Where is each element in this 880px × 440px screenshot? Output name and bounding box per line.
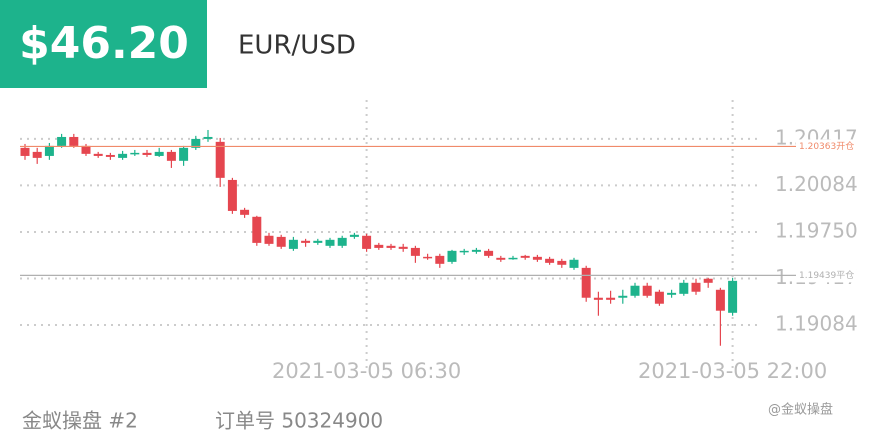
candle-body	[252, 216, 262, 243]
candle-body	[520, 255, 530, 258]
price-box	[0, 0, 207, 88]
candle-body	[410, 247, 420, 256]
order-number: 订单号 50324900	[215, 409, 383, 433]
candle-body	[179, 147, 189, 161]
candle-body	[276, 236, 286, 247]
candle-body	[325, 239, 335, 246]
position-label-bg	[796, 139, 856, 154]
candle-body	[642, 285, 652, 296]
price: $46.20	[19, 18, 189, 69]
position-label: 1.20363开仓	[799, 140, 854, 152]
candle-body	[166, 151, 176, 161]
candle-body	[569, 259, 579, 268]
candle-body	[81, 145, 91, 154]
candle-body	[349, 234, 359, 237]
candle-body	[142, 152, 152, 155]
y-tick-label: 1.19750	[775, 219, 858, 243]
y-tick-label: 1.20084	[775, 172, 858, 196]
candle-body	[118, 153, 128, 158]
candle-body	[240, 209, 250, 215]
candle-body	[288, 239, 298, 249]
candle-body	[508, 257, 518, 260]
candle-body	[557, 260, 567, 265]
candle-body	[191, 138, 201, 148]
chart: 1.204171.200841.197501.194171.190842021-…	[20, 100, 858, 383]
candle-body	[593, 297, 603, 300]
candle-body	[337, 237, 347, 246]
candle-body	[93, 153, 103, 156]
candle-body	[447, 250, 457, 262]
candle-body	[32, 151, 42, 158]
account: 金蚁操盘 #2	[22, 409, 138, 433]
x-tick-label: 2021-03-05 22:00	[638, 359, 827, 383]
candle-body	[374, 244, 384, 248]
candle-body	[435, 255, 445, 264]
candle-body	[679, 282, 689, 294]
symbol: EUR/USD	[238, 31, 356, 61]
watermark: @金蚁操盘	[768, 402, 833, 418]
candle-body	[703, 278, 713, 283]
candle-body	[532, 256, 542, 260]
candle-body	[130, 152, 140, 155]
candle-body	[496, 257, 506, 260]
candle-body	[654, 291, 664, 304]
candle-body	[69, 136, 79, 146]
x-tick-label: 2021-03-05 06:30	[272, 359, 461, 383]
candle-body	[398, 246, 408, 249]
candle-body	[227, 179, 237, 211]
candle-body	[484, 250, 494, 256]
candle-body	[203, 136, 213, 139]
candle-body	[154, 151, 164, 156]
candle-body	[386, 245, 396, 248]
candle-body	[728, 280, 738, 313]
candle-body	[630, 285, 640, 296]
candle-body	[57, 136, 67, 146]
candle-body	[44, 145, 54, 156]
candle-body	[581, 267, 591, 298]
candle-body	[301, 240, 311, 243]
candle-body	[691, 282, 701, 292]
candle-body	[606, 297, 616, 300]
position-label-bg	[796, 268, 856, 283]
candle-body	[667, 292, 677, 295]
candle-body	[264, 235, 274, 244]
candle-body	[545, 258, 555, 263]
candle-body	[313, 240, 323, 243]
candle-body	[362, 235, 372, 249]
candle-body	[105, 154, 115, 157]
candle-body	[618, 295, 628, 298]
y-tick-label: 1.19084	[775, 311, 858, 335]
position-label: 1.19439平仓	[799, 269, 854, 281]
candle-body	[471, 249, 481, 252]
candle-body	[459, 250, 469, 253]
candle-body	[20, 147, 30, 156]
candle-body	[715, 289, 725, 311]
candle-body	[215, 141, 225, 178]
candle-body	[423, 256, 433, 259]
